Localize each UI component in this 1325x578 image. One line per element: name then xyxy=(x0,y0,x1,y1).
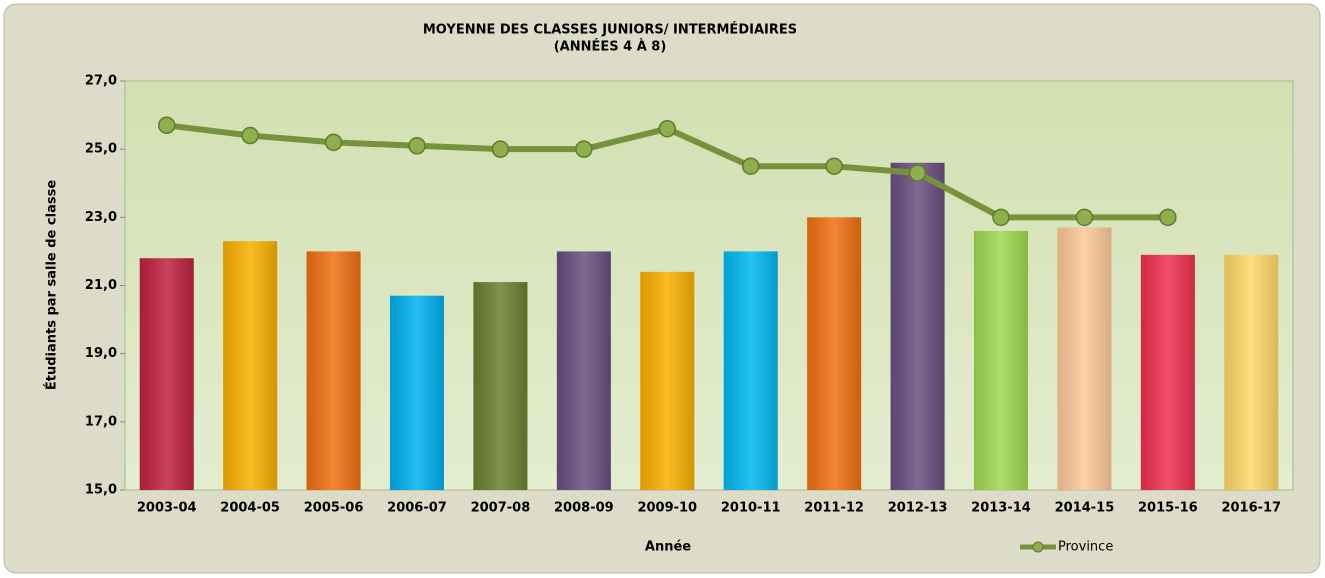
y-tick-label: 19,0 xyxy=(85,346,117,361)
x-tick-label: 2014-15 xyxy=(1055,501,1115,516)
bar xyxy=(473,282,528,490)
y-tick-label: 27,0 xyxy=(85,74,117,89)
line-marker xyxy=(408,137,426,155)
x-axis-title: Année xyxy=(645,540,691,555)
bar xyxy=(723,251,778,490)
y-tick-label: 17,0 xyxy=(85,414,117,429)
chart-subtitle: (ANNÉES 4 À 8) xyxy=(554,39,667,55)
y-axis-title: Étudiants par salle de classe xyxy=(44,180,60,390)
line-marker xyxy=(658,119,677,138)
legend-marker xyxy=(1032,541,1044,553)
bar xyxy=(1057,227,1112,490)
bar xyxy=(640,271,695,490)
x-tick-label: 2004-05 xyxy=(220,501,280,516)
bar xyxy=(139,258,194,490)
line-marker xyxy=(575,140,593,158)
x-tick-label: 2015-16 xyxy=(1138,501,1198,516)
line-marker xyxy=(825,157,843,175)
line-marker xyxy=(741,157,760,175)
chart-title: MOYENNE DES CLASSES JUNIORS/ INTERMÉDIAI… xyxy=(423,22,797,38)
bar xyxy=(1224,254,1279,490)
x-tick-label: 2016-17 xyxy=(1221,501,1281,516)
bar xyxy=(556,251,611,490)
x-tick-label: 2011-12 xyxy=(804,501,864,516)
bar xyxy=(890,162,945,491)
bar xyxy=(974,230,1028,490)
bar xyxy=(1140,254,1195,490)
x-tick-label: 2007-08 xyxy=(471,501,531,516)
x-tick-label: 2012-13 xyxy=(888,501,948,516)
x-tick-label: 2010-11 xyxy=(721,501,781,516)
x-tick-label: 2008-09 xyxy=(554,501,614,516)
line-marker xyxy=(324,133,343,152)
bar xyxy=(390,295,444,490)
bar xyxy=(807,217,862,491)
y-tick-label: 21,0 xyxy=(85,278,117,293)
legend-label: Province xyxy=(1058,540,1113,555)
line-marker xyxy=(241,126,259,145)
bar xyxy=(306,251,361,490)
line-marker xyxy=(992,208,1010,227)
y-tick-label: 15,0 xyxy=(85,483,117,498)
x-tick-label: 2009-10 xyxy=(637,501,697,516)
x-tick-label: 2013-14 xyxy=(971,501,1031,516)
x-tick-label: 2003-04 xyxy=(137,501,197,516)
line-marker xyxy=(157,116,176,135)
line-marker xyxy=(1159,208,1177,227)
line-marker xyxy=(491,140,510,158)
y-tick-label: 25,0 xyxy=(85,142,117,157)
x-tick-label: 2006-07 xyxy=(387,501,447,516)
bar xyxy=(223,241,278,490)
x-tick-label: 2005-06 xyxy=(304,501,364,516)
y-tick-label: 23,0 xyxy=(85,210,117,225)
line-marker xyxy=(1075,208,1094,227)
line-marker xyxy=(908,164,927,182)
